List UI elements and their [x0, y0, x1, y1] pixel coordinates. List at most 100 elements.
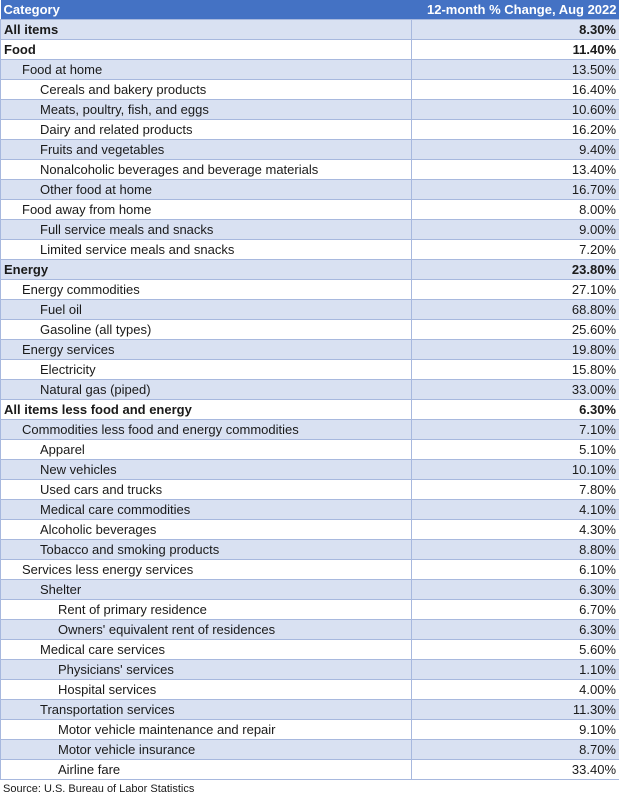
change-cell: 6.30% — [411, 619, 619, 640]
change-cell: 4.00% — [411, 679, 619, 700]
category-cell: Energy — [0, 259, 412, 280]
table-row: Gasoline (all types) 25.60% — [0, 319, 619, 340]
table-row: Used cars and trucks 7.80% — [0, 479, 619, 500]
change-cell: 10.60% — [411, 99, 619, 120]
change-cell: 33.40% — [411, 759, 619, 780]
change-cell: 16.40% — [411, 79, 619, 100]
table-row: Physicians' services 1.10% — [0, 659, 619, 680]
change-cell: 13.50% — [411, 59, 619, 80]
table-row: Medical care services 5.60% — [0, 639, 619, 660]
table-row: Cereals and bakery products 16.40% — [0, 79, 619, 100]
category-cell: Food away from home — [0, 199, 412, 220]
table-row: Rent of primary residence 6.70% — [0, 599, 619, 620]
table-body: All items 8.30% Food 11.40% Food at home 13.5… — [0, 19, 619, 780]
category-cell: All items — [0, 19, 412, 40]
table-row: All items 8.30% — [0, 19, 619, 40]
header-change: 12-month % Change, Aug 2022 — [411, 0, 619, 20]
change-cell: 16.20% — [411, 119, 619, 140]
table-row: Nonalcoholic beverages and beverage mate… — [0, 159, 619, 180]
table-row: Tobacco and smoking products 8.80% — [0, 539, 619, 560]
table-row: Electricity 15.80% — [0, 359, 619, 380]
category-cell: Shelter — [0, 579, 412, 600]
table-row: Dairy and related products 16.20% — [0, 119, 619, 140]
table-row: Energy commodities 27.10% — [0, 279, 619, 300]
category-cell: Natural gas (piped) — [0, 379, 412, 400]
change-cell: 4.30% — [411, 519, 619, 540]
table-row: Motor vehicle maintenance and repair 9.10… — [0, 719, 619, 740]
category-cell: Commodities less food and energy commodi… — [0, 419, 412, 440]
table-row: Shelter 6.30% — [0, 579, 619, 600]
change-cell: 13.40% — [411, 159, 619, 180]
table-row: Transportation services 11.30% — [0, 699, 619, 720]
table-row: Food away from home 8.00% — [0, 199, 619, 220]
category-cell: Motor vehicle insurance — [0, 739, 412, 760]
change-cell: 27.10% — [411, 279, 619, 300]
change-cell: 4.10% — [411, 499, 619, 520]
change-cell: 7.10% — [411, 419, 619, 440]
change-cell: 19.80% — [411, 339, 619, 360]
table-row: Fuel oil 68.80% — [0, 299, 619, 320]
table-row: Services less energy services 6.10% — [0, 559, 619, 580]
category-cell: All items less food and energy — [0, 399, 412, 420]
category-cell: Cereals and bakery products — [0, 79, 412, 100]
change-cell: 11.30% — [411, 699, 619, 720]
change-cell: 8.70% — [411, 739, 619, 760]
category-cell: Motor vehicle maintenance and repair — [0, 719, 412, 740]
table-row: Airline fare 33.40% — [0, 759, 619, 780]
category-cell: Fruits and vegetables — [0, 139, 412, 160]
category-cell: Physicians' services — [0, 659, 412, 680]
change-cell: 6.10% — [411, 559, 619, 580]
change-cell: 6.70% — [411, 599, 619, 620]
category-cell: Hospital services — [0, 679, 412, 700]
table-row: Natural gas (piped) 33.00% — [0, 379, 619, 400]
table-row: Meats, poultry, fish, and eggs 10.60% — [0, 99, 619, 120]
category-cell: Full service meals and snacks — [0, 219, 412, 240]
change-cell: 68.80% — [411, 299, 619, 320]
change-cell: 9.00% — [411, 219, 619, 240]
category-cell: Alcoholic beverages — [0, 519, 412, 540]
change-cell: 33.00% — [411, 379, 619, 400]
category-cell: Fuel oil — [0, 299, 412, 320]
change-cell: 6.30% — [411, 579, 619, 600]
category-cell: Rent of primary residence — [0, 599, 412, 620]
table-row: Alcoholic beverages 4.30% — [0, 519, 619, 540]
table-row: Energy 23.80% — [0, 259, 619, 280]
change-cell: 5.10% — [411, 439, 619, 460]
table-row: Apparel 5.10% — [0, 439, 619, 460]
category-cell: Used cars and trucks — [0, 479, 412, 500]
category-cell: Owners' equivalent rent of residences — [0, 619, 412, 640]
change-cell: 7.20% — [411, 239, 619, 260]
change-cell: 1.10% — [411, 659, 619, 680]
change-cell: 15.80% — [411, 359, 619, 380]
category-cell: Other food at home — [0, 179, 412, 200]
category-cell: Transportation services — [0, 699, 412, 720]
table-row: All items less food and energy 6.30% — [0, 399, 619, 420]
table-row: Other food at home 16.70% — [0, 179, 619, 200]
table-row: Limited service meals and snacks 7.20% — [0, 239, 619, 260]
category-cell: Food — [0, 39, 412, 60]
table-row: Medical care commodities 4.10% — [0, 499, 619, 520]
table-row: Food at home 13.50% — [0, 59, 619, 80]
change-cell: 10.10% — [411, 459, 619, 480]
category-cell: Apparel — [0, 439, 412, 460]
table-row: Motor vehicle insurance 8.70% — [0, 739, 619, 760]
change-cell: 25.60% — [411, 319, 619, 340]
change-cell: 8.00% — [411, 199, 619, 220]
category-cell: Meats, poultry, fish, and eggs — [0, 99, 412, 120]
category-cell: Services less energy services — [0, 559, 412, 580]
header-row: Category 12-month % Change, Aug 2022 — [0, 0, 619, 20]
change-cell: 6.30% — [411, 399, 619, 420]
category-cell: Food at home — [0, 59, 412, 80]
table-row: Commodities less food and energy commodi… — [0, 419, 619, 440]
table-row: Fruits and vegetables 9.40% — [0, 139, 619, 160]
category-cell: Tobacco and smoking products — [0, 539, 412, 560]
category-cell: Electricity — [0, 359, 412, 380]
table-row: Hospital services 4.00% — [0, 679, 619, 700]
category-cell: Energy services — [0, 339, 412, 360]
header-category: Category — [0, 0, 412, 20]
category-cell: Dairy and related products — [0, 119, 412, 140]
change-cell: 16.70% — [411, 179, 619, 200]
change-cell: 7.80% — [411, 479, 619, 500]
change-cell: 23.80% — [411, 259, 619, 280]
change-cell: 9.10% — [411, 719, 619, 740]
